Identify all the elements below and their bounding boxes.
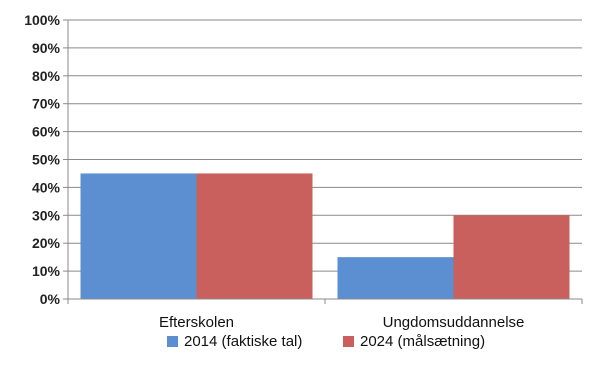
y-tick-label: 100% [24, 12, 60, 28]
y-axis: 0% 10% 20% 30% 40% 50% 60% 70% 80% 90% 100% [24, 12, 69, 307]
x-category-label: Ungdomsuddannelse [383, 314, 525, 331]
legend-label: 2024 (målsætning) [360, 333, 485, 350]
y-tick-label: 10% [32, 263, 61, 279]
y-tick-label: 60% [32, 124, 61, 140]
y-tick-label: 50% [32, 152, 61, 168]
y-tick-label: 0% [40, 291, 61, 307]
x-axis: Efterskolen Ungdomsuddannelse [67, 298, 583, 331]
bar-series-1-efterskolen [80, 173, 197, 299]
y-tick-label: 70% [32, 96, 61, 112]
legend-label: 2014 (faktiske tal) [184, 333, 302, 350]
y-tick-label: 40% [32, 179, 61, 195]
bars [80, 173, 570, 299]
y-tick-label: 20% [32, 235, 61, 251]
legend: 2014 (faktiske tal) 2024 (målsætning) [167, 333, 485, 350]
bar-series-2-ungdomsuddannelse [453, 215, 570, 299]
bar-series-2-efterskolen [196, 173, 313, 299]
y-tick-label: 90% [32, 40, 61, 56]
bar-series-1-ungdomsuddannelse [337, 257, 454, 299]
legend-swatch [167, 336, 178, 347]
legend-swatch [343, 336, 354, 347]
y-tick-label: 80% [32, 68, 61, 84]
x-category-label: Efterskolen [159, 314, 234, 331]
y-tick-label: 30% [32, 207, 61, 223]
